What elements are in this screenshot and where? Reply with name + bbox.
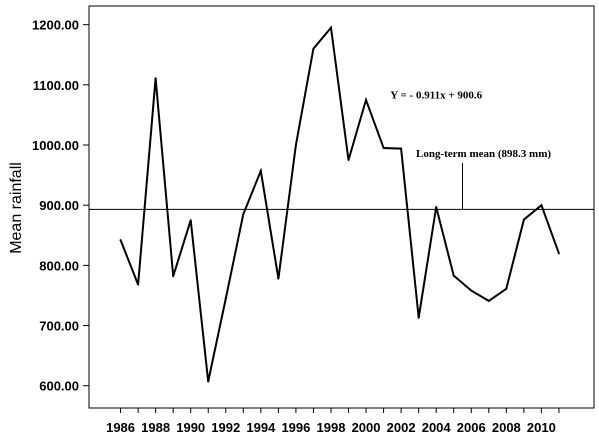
y-tick-label: 900.00 [39,198,79,213]
plot-frame [88,5,595,409]
data-point [365,98,368,101]
data-point [470,289,473,292]
x-tick-label: 2002 [387,420,416,435]
x-tick-label: 2004 [422,420,452,435]
data-point [259,169,262,172]
data-point [189,219,192,222]
y-tick-label: 1100.00 [33,78,79,93]
x-axis-ticks: 1986 1988 1990 1992 1994 1996 1998 2000 2002 2004… [106,408,560,435]
data-point [119,239,122,242]
data-point [347,159,350,162]
x-tick-label: 2010 [527,420,556,435]
data-point [329,26,332,29]
x-tick-label: 1996 [281,420,310,435]
data-point [452,274,455,277]
x-tick-label: 1998 [317,420,346,435]
data-point [207,380,210,383]
x-tick-label: 2000 [352,420,381,435]
data-point [382,147,385,150]
data-point [505,287,508,290]
annotation: Long-term mean (898.3 mm) [416,148,551,160]
data-point [417,316,420,319]
data-point [277,277,280,280]
data-point [540,204,543,207]
data-point [557,252,560,255]
y-axis-title: Mean rainfall [8,162,25,254]
data-point [487,299,490,302]
y-tick-label: 600.00 [39,379,79,394]
data-point [172,275,175,278]
x-tick-label: 1990 [176,420,205,435]
x-tick-label: 2006 [457,420,486,435]
axes [88,5,595,409]
data-point [312,47,315,50]
annotations: Y = - 0.911x + 900.6 Long-term mean (898.… [390,90,551,210]
x-tick-label: 1988 [141,420,170,435]
y-tick-label: 1000.00 [32,138,79,153]
y-tick-label: 800.00 [39,258,79,273]
annotation: Y = - 0.911x + 900.6 [390,90,482,102]
y-axis-ticks: 600.00 700.00 800.00 900.00 1000.00 1100.00 12… [32,18,89,394]
data-point [154,77,157,80]
data-point [224,297,227,300]
x-tick-label: 1994 [246,420,276,435]
x-tick-label: 1992 [211,420,240,435]
data-point [522,218,525,221]
y-tick-label: 1200.00 [32,18,79,33]
data-point [400,147,403,150]
y-tick-label: 700.00 [39,319,79,334]
data-point [435,206,438,208]
data-point [294,144,297,147]
series-line [119,25,560,382]
x-tick-label: 2008 [492,420,521,435]
series-group [119,25,560,383]
data-point [242,213,245,216]
data-point [137,283,140,286]
x-tick-label: 1986 [106,420,135,435]
